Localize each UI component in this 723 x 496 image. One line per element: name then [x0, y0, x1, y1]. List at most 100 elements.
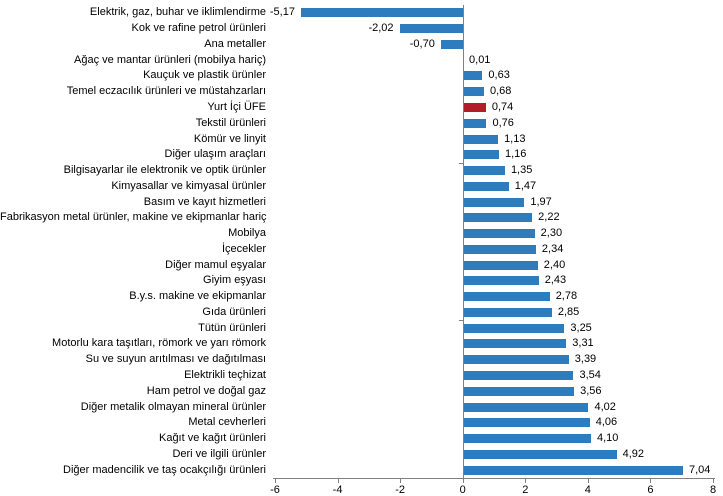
x-tick-label: -2	[395, 484, 406, 496]
category-label: Gıda ürünleri	[202, 305, 266, 318]
x-tick-label: 6	[647, 484, 654, 496]
x-axis-line	[273, 478, 715, 479]
x-axis-tick	[275, 479, 276, 483]
x-axis-tick	[588, 479, 589, 483]
bar	[462, 134, 499, 144]
x-tick-label: 8	[709, 484, 717, 496]
value-label: 2,22	[538, 211, 560, 224]
category-label: Deri ve ilgili ürünler	[172, 447, 266, 460]
category-label: Kauçuk ve plastik ürünler	[143, 69, 266, 82]
category-label: Fabrikasyon metal ürünler, makine ve eki…	[0, 211, 267, 224]
bar	[462, 181, 509, 191]
bar	[462, 323, 565, 333]
value-label: 0,63	[488, 69, 510, 82]
value-label: 1,16	[505, 148, 527, 161]
category-label: Diğer mamul eşyalar	[165, 258, 266, 271]
bar	[462, 87, 484, 97]
category-label: Kağıt ve kağıt ürünleri	[158, 432, 266, 445]
category-label: Basım ve kayıt hizmetleri	[143, 195, 266, 208]
x-axis-tick	[713, 479, 714, 483]
value-label: 7,04	[688, 463, 711, 476]
category-label: Temel eczacılık ürünleri ve müstahzarlar…	[66, 85, 266, 98]
bar	[462, 71, 483, 81]
category-label: Tütün ürünleri	[198, 321, 266, 334]
bar	[462, 434, 591, 444]
bar	[462, 402, 589, 412]
category-label: Kömür ve linyit	[193, 132, 266, 145]
value-label: 4,92	[622, 447, 645, 460]
category-label: B.y.s. makine ve ekipmanlar	[129, 290, 266, 303]
value-label: 1,97	[530, 195, 552, 208]
x-axis-tick	[463, 479, 464, 483]
value-label: 3,31	[572, 337, 594, 350]
x-axis-tick	[650, 479, 651, 483]
category-label: Ham petrol ve doğal gaz	[146, 384, 266, 397]
bar	[462, 197, 525, 207]
category-label: Motorlu kara taşıtları, römork ve yarı r…	[52, 337, 266, 350]
value-label: 3,56	[580, 384, 602, 397]
category-label: Elektrik, gaz, buhar ve iklimlendirme	[89, 6, 266, 19]
value-label: 1,35	[510, 164, 533, 177]
category-axis-tick	[459, 163, 463, 164]
category-label: Yurt İçi ÜFE	[207, 100, 266, 113]
category-label: Diğer metalik olmayan mineral ürünler	[80, 400, 266, 413]
bar	[300, 8, 463, 18]
category-label: Elektrikli teçhizat	[184, 369, 266, 382]
x-tick-label: 0	[459, 484, 466, 496]
x-axis-tick	[338, 479, 339, 483]
category-label: Su ve suyun arıtılması ve dağıtılması	[85, 353, 266, 366]
bar	[462, 339, 567, 349]
bar	[462, 244, 536, 254]
value-label: 3,54	[579, 369, 601, 382]
value-label: 1,13	[504, 132, 526, 145]
x-tick-label: 4	[584, 484, 591, 496]
value-label: 4,06	[595, 416, 618, 429]
category-axis-tick	[459, 320, 463, 321]
bar	[462, 386, 575, 396]
x-tick-label: -6	[270, 484, 280, 496]
bar	[462, 276, 539, 286]
category-label: Metal cevherleri	[188, 416, 266, 429]
bar	[462, 418, 590, 428]
value-label: 4,02	[594, 400, 616, 413]
bar	[399, 24, 463, 34]
bar	[462, 213, 533, 223]
category-label: Mobilya	[228, 227, 266, 240]
bar	[462, 292, 550, 302]
bar	[462, 260, 538, 270]
zero-axis-line	[463, 5, 464, 478]
value-label: 2,85	[557, 305, 580, 318]
value-label: 2,43	[544, 274, 567, 287]
bar	[462, 166, 505, 176]
value-label: 3,25	[570, 321, 592, 334]
value-label: 2,34	[541, 242, 564, 255]
bar	[462, 355, 569, 365]
bar	[462, 118, 487, 128]
value-label: -0,70	[409, 37, 435, 50]
category-label: Diğer madencilik ve taş ocakçılığı ürünl…	[63, 463, 266, 476]
bar	[462, 465, 683, 475]
value-label: 3,39	[574, 353, 597, 366]
value-label: 2,40	[543, 258, 566, 271]
value-label: -2,02	[368, 22, 394, 35]
category-label: Diğer ulaşım araçları	[164, 148, 266, 161]
value-label: 2,30	[540, 227, 563, 240]
bar	[462, 150, 499, 160]
value-label: 1,47	[514, 179, 537, 192]
category-label: Tekstil ürünleri	[195, 116, 266, 129]
bar	[462, 102, 486, 112]
category-label: Kimyasallar ve kimyasal ürünler	[111, 179, 266, 192]
value-label: 4,10	[596, 432, 619, 445]
bar	[462, 371, 574, 381]
x-axis-tick	[525, 479, 526, 483]
bar	[462, 307, 552, 317]
value-label: 0,74	[491, 100, 514, 113]
x-tick-label: 2	[522, 484, 529, 496]
category-label: Kok ve rafine petrol ürünleri	[131, 22, 266, 35]
value-label: 0,01	[469, 53, 491, 66]
x-tick-label: -4	[332, 484, 343, 496]
bar	[440, 39, 463, 49]
value-label: 0,68	[489, 85, 512, 98]
category-label: İçecekler	[221, 242, 266, 255]
